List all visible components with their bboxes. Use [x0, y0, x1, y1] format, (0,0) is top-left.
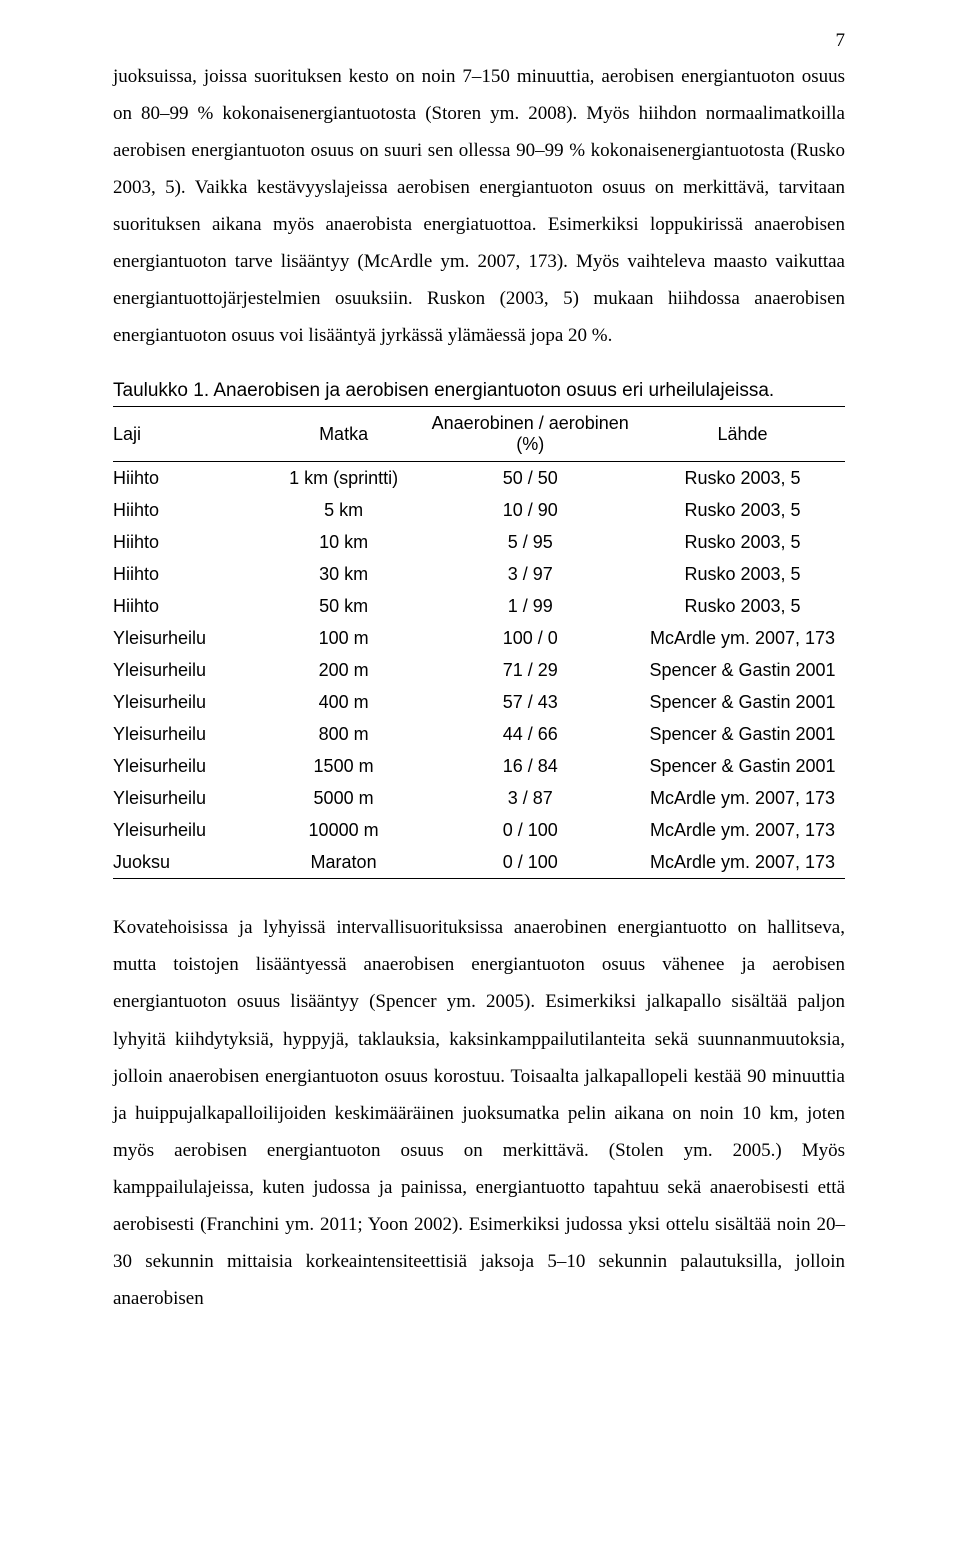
cell: 3 / 87 [420, 782, 640, 814]
cell: 5 km [267, 494, 421, 526]
cell: McArdle ym. 2007, 173 [640, 846, 845, 879]
cell: 10000 m [267, 814, 421, 846]
paragraph-1: juoksuissa, joissa suorituksen kesto on … [113, 58, 845, 354]
cell: 200 m [267, 654, 421, 686]
cell: Maraton [267, 846, 421, 879]
cell: Rusko 2003, 5 [640, 494, 845, 526]
cell: Hiihto [113, 526, 267, 558]
energy-table: Laji Matka Anaerobinen / aerobinen (%) L… [113, 406, 845, 879]
table-row: Hiihto 30 km 3 / 97 Rusko 2003, 5 [113, 558, 845, 590]
table-row: Hiihto 1 km (sprintti) 50 / 50 Rusko 200… [113, 462, 845, 495]
table-row: Juoksu Maraton 0 / 100 McArdle ym. 2007,… [113, 846, 845, 879]
cell: 10 / 90 [420, 494, 640, 526]
th-laji: Laji [113, 407, 267, 462]
cell: 10 km [267, 526, 421, 558]
table-row: Hiihto 10 km 5 / 95 Rusko 2003, 5 [113, 526, 845, 558]
cell: 100 / 0 [420, 622, 640, 654]
cell: 5 / 95 [420, 526, 640, 558]
cell: Yleisurheilu [113, 654, 267, 686]
cell: 1 / 99 [420, 590, 640, 622]
cell: Hiihto [113, 558, 267, 590]
th-ratio: Anaerobinen / aerobinen (%) [420, 407, 640, 462]
cell: Hiihto [113, 462, 267, 495]
cell: 1 km (sprintti) [267, 462, 421, 495]
cell: Spencer & Gastin 2001 [640, 654, 845, 686]
table-row: Hiihto 5 km 10 / 90 Rusko 2003, 5 [113, 494, 845, 526]
cell: Hiihto [113, 494, 267, 526]
cell: Spencer & Gastin 2001 [640, 686, 845, 718]
cell: Juoksu [113, 846, 267, 879]
page: 7 juoksuissa, joissa suorituksen kesto o… [0, 0, 960, 1377]
th-lahde: Lähde [640, 407, 845, 462]
cell: Rusko 2003, 5 [640, 590, 845, 622]
cell: Hiihto [113, 590, 267, 622]
cell: Rusko 2003, 5 [640, 462, 845, 495]
cell: 0 / 100 [420, 814, 640, 846]
cell: Yleisurheilu [113, 750, 267, 782]
cell: 71 / 29 [420, 654, 640, 686]
cell: 44 / 66 [420, 718, 640, 750]
cell: McArdle ym. 2007, 173 [640, 814, 845, 846]
cell: Yleisurheilu [113, 814, 267, 846]
cell: 5000 m [267, 782, 421, 814]
cell: 50 / 50 [420, 462, 640, 495]
cell: Spencer & Gastin 2001 [640, 718, 845, 750]
table-row: Yleisurheilu 200 m 71 / 29 Spencer & Gas… [113, 654, 845, 686]
cell: McArdle ym. 2007, 173 [640, 622, 845, 654]
cell: 30 km [267, 558, 421, 590]
th-matka: Matka [267, 407, 421, 462]
cell: Yleisurheilu [113, 686, 267, 718]
cell: Rusko 2003, 5 [640, 526, 845, 558]
cell: Yleisurheilu [113, 718, 267, 750]
cell: Spencer & Gastin 2001 [640, 750, 845, 782]
cell: McArdle ym. 2007, 173 [640, 782, 845, 814]
table-row: Yleisurheilu 5000 m 3 / 87 McArdle ym. 2… [113, 782, 845, 814]
page-number: 7 [836, 30, 846, 52]
cell: 100 m [267, 622, 421, 654]
table-row: Yleisurheilu 10000 m 0 / 100 McArdle ym.… [113, 814, 845, 846]
table-row: Yleisurheilu 100 m 100 / 0 McArdle ym. 2… [113, 622, 845, 654]
cell: 57 / 43 [420, 686, 640, 718]
table-row: Yleisurheilu 1500 m 16 / 84 Spencer & Ga… [113, 750, 845, 782]
cell: 16 / 84 [420, 750, 640, 782]
table-header-row: Laji Matka Anaerobinen / aerobinen (%) L… [113, 407, 845, 462]
cell: 50 km [267, 590, 421, 622]
cell: 1500 m [267, 750, 421, 782]
cell: 3 / 97 [420, 558, 640, 590]
table-row: Yleisurheilu 400 m 57 / 43 Spencer & Gas… [113, 686, 845, 718]
cell: 0 / 100 [420, 846, 640, 879]
paragraph-2: Kovatehoisissa ja lyhyissä intervallisuo… [113, 909, 845, 1317]
cell: 400 m [267, 686, 421, 718]
table-row: Hiihto 50 km 1 / 99 Rusko 2003, 5 [113, 590, 845, 622]
cell: Rusko 2003, 5 [640, 558, 845, 590]
cell: Yleisurheilu [113, 622, 267, 654]
cell: 800 m [267, 718, 421, 750]
cell: Yleisurheilu [113, 782, 267, 814]
table-body: Hiihto 1 km (sprintti) 50 / 50 Rusko 200… [113, 462, 845, 879]
table-caption: Taulukko 1. Anaerobisen ja aerobisen ene… [113, 380, 845, 402]
table-row: Yleisurheilu 800 m 44 / 66 Spencer & Gas… [113, 718, 845, 750]
